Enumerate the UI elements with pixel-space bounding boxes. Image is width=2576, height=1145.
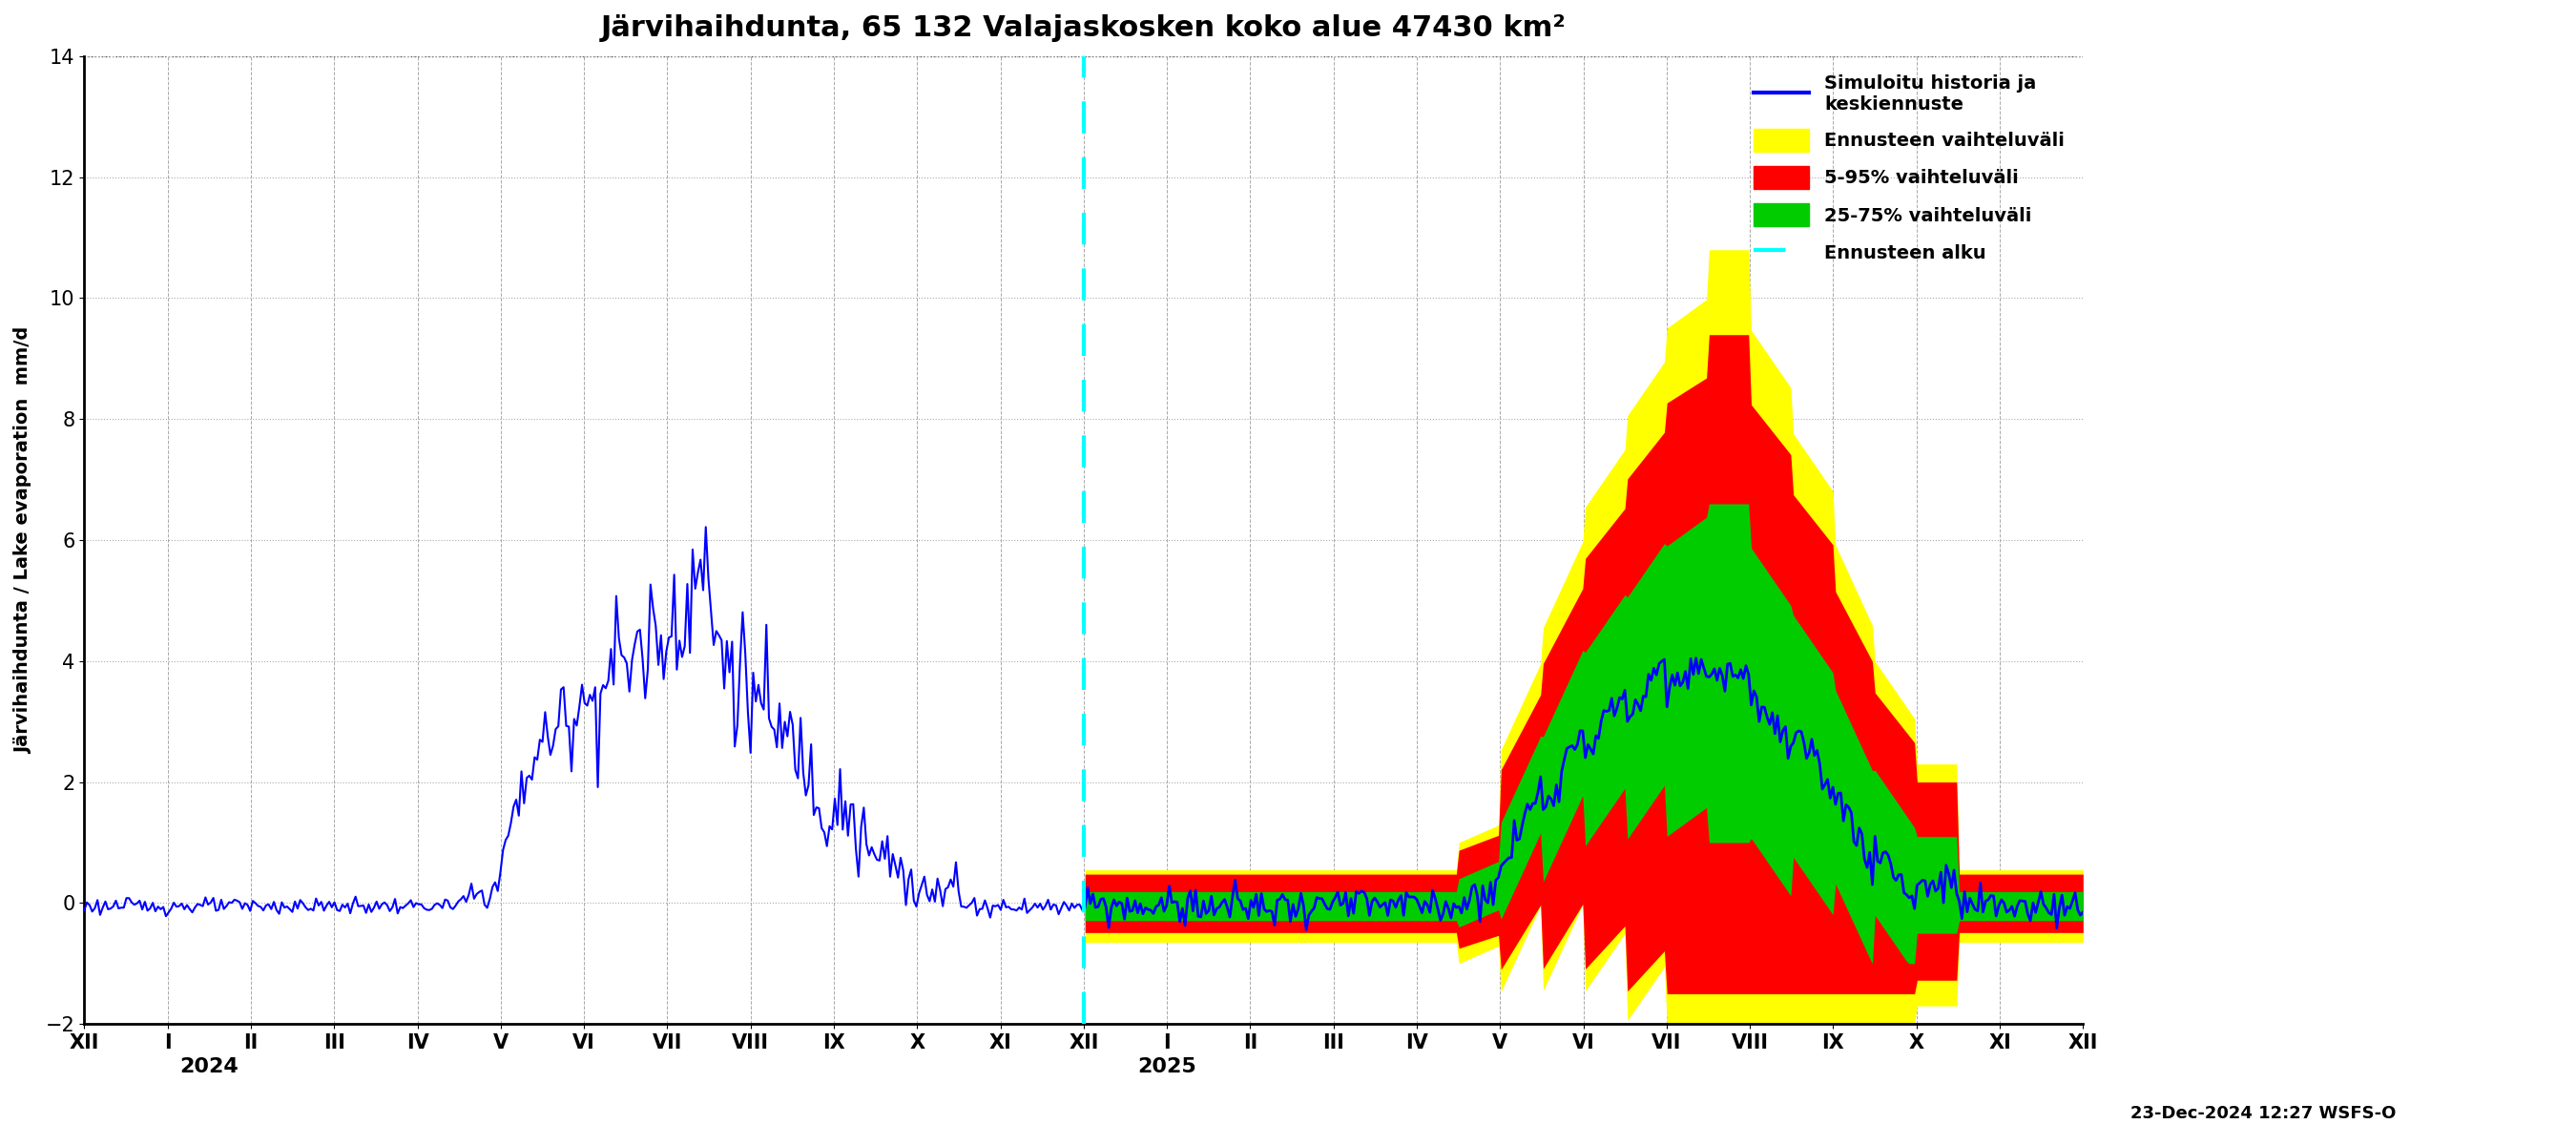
Y-axis label: Järvihaihdunta / Lake evaporation  mm/d: Järvihaihdunta / Lake evaporation mm/d: [15, 326, 33, 753]
Text: 2025: 2025: [1139, 1057, 1195, 1076]
Text: 2024: 2024: [180, 1057, 240, 1076]
Text: 23-Dec-2024 12:27 WSFS-O: 23-Dec-2024 12:27 WSFS-O: [2130, 1105, 2396, 1122]
Legend: Simuloitu historia ja
keskiennuste, Ennusteen vaihteluväli, 5-95% vaihteluväli, : Simuloitu historia ja keskiennuste, Ennu…: [1744, 65, 2074, 273]
Title: Järvihaihdunta, 65 132 Valajaskosken koko alue 47430 km²: Järvihaihdunta, 65 132 Valajaskosken kok…: [600, 14, 1566, 42]
